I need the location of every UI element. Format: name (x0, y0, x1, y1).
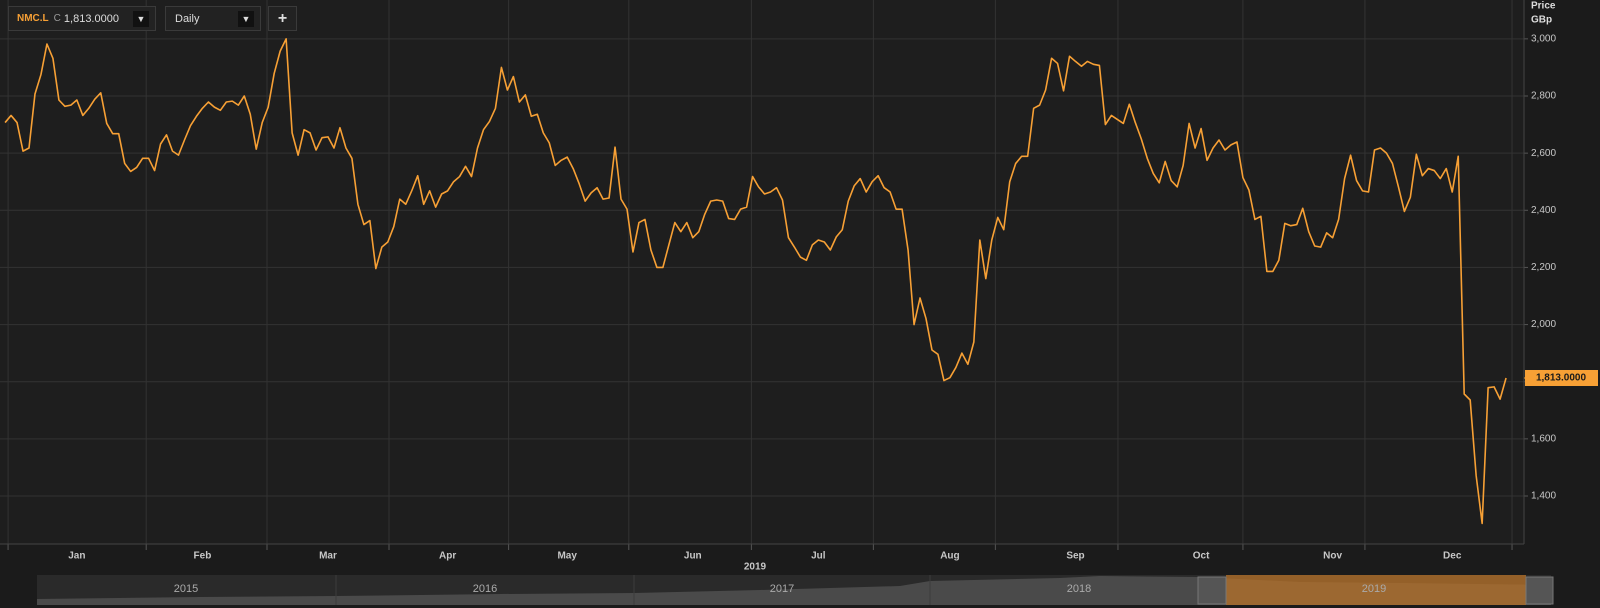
y-tick-label: 2,400 (1531, 205, 1556, 216)
x-label: 2019 (744, 562, 767, 573)
navigator-year: 2016 (473, 583, 497, 595)
x-tick-label: May (557, 551, 577, 562)
last-price-tag (1525, 370, 1598, 386)
interval: Daily (175, 12, 200, 25)
y-unit: GBp (1531, 15, 1552, 26)
x-tick-label: Oct (1193, 551, 1210, 562)
ticker: NMC.L (17, 13, 49, 24)
y-tick-label: 2,200 (1531, 262, 1556, 273)
y-tick-label: 3,000 (1531, 33, 1556, 44)
x-tick-label: Nov (1323, 551, 1342, 562)
x-tick-label: Aug (940, 551, 959, 562)
close: 1,813.0000 (63, 12, 119, 25)
add-button[interactable]: + (268, 6, 297, 31)
y-tick-label: 1,400 (1531, 491, 1556, 502)
x-tick-label: Apr (439, 551, 456, 562)
dropdown-arrow[interactable]: ▼ (133, 10, 149, 27)
price-line (4, 38, 1507, 525)
last-price-label: 1,813.0000 (1536, 373, 1586, 384)
x-tick-label: Jul (811, 551, 826, 562)
y-title: Price (1531, 1, 1556, 12)
x-tick-label: Jan (68, 551, 85, 562)
navigator-year: 2018 (1067, 583, 1091, 595)
x-tick-label: Dec (1443, 551, 1462, 562)
navigator-year: 2015 (174, 583, 198, 595)
x-tick-label: Feb (194, 551, 212, 562)
navigator-area (37, 576, 1551, 605)
x-tick-label: Jun (684, 551, 702, 562)
x-tick-label: Mar (319, 551, 337, 562)
y-tick-label: 2,800 (1531, 91, 1556, 102)
close-prefix: C (53, 13, 61, 24)
dropdown-arrow[interactable]: ▼ (238, 10, 254, 27)
navigator-handle-right[interactable] (1525, 576, 1554, 605)
x-tick-label: Sep (1066, 551, 1084, 562)
symbol-box[interactable]: NMC.L C 1,813.0000 ▼ (8, 6, 156, 31)
navigator-handle-left[interactable] (1197, 576, 1227, 605)
plot-area (0, 0, 1524, 544)
interval-box[interactable]: Daily ▼ (165, 6, 261, 31)
navigator-year: 2017 (770, 583, 794, 595)
y-tick-label: 2,600 (1531, 148, 1556, 159)
navigator-year: 2019 (1362, 583, 1386, 595)
y-tick-label: 2,000 (1531, 319, 1556, 330)
add-label: + (277, 9, 288, 27)
navigator-selection[interactable] (1226, 575, 1526, 605)
y-tick-label: 1,600 (1531, 433, 1556, 444)
